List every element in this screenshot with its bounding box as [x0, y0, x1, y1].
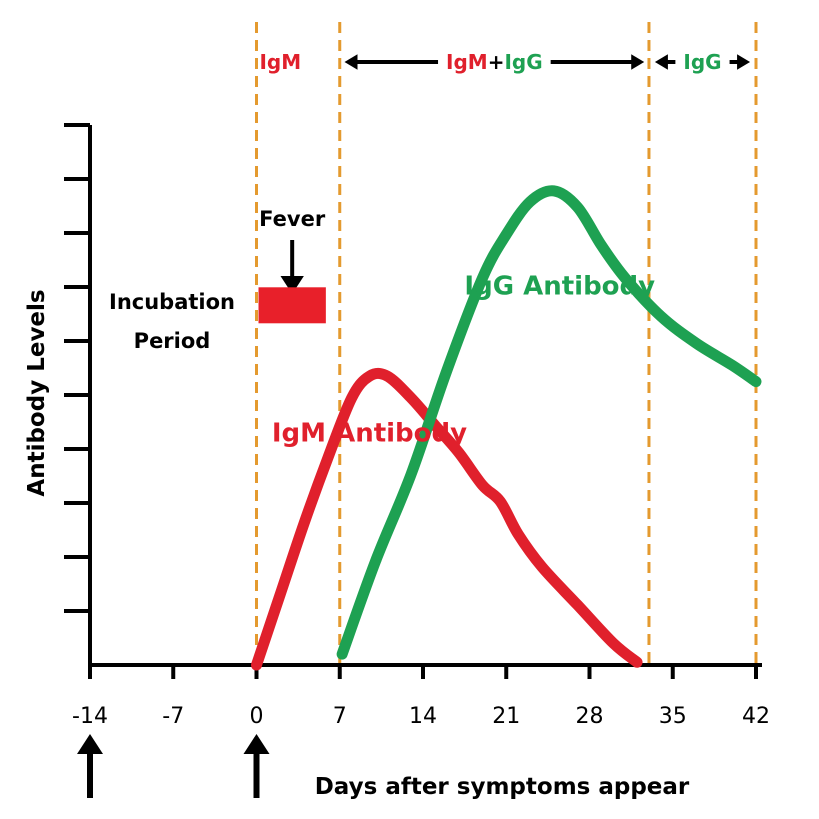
fever-label: Fever — [259, 207, 326, 231]
phase-label: IgM — [259, 50, 301, 74]
phase-label-part: I — [683, 50, 690, 74]
x-tick-label: 42 — [742, 704, 770, 729]
igg-antibody-curve — [336, 185, 762, 660]
x-tick-label: -7 — [162, 704, 184, 729]
phase-labels: IgM IgM+IgG IgG — [259, 50, 751, 74]
y-axis-title: Antibody Levels — [24, 289, 50, 496]
incubation-label: Period — [134, 329, 211, 353]
phase-label-part: I — [504, 50, 511, 74]
phase-label-part: gM — [453, 50, 487, 74]
igm-antibody-curve — [251, 367, 643, 671]
phase-label-part: + — [488, 50, 505, 74]
series — [251, 185, 762, 671]
annotations: Fever Incubation Period — [77, 207, 326, 798]
x-tick-label: -14 — [72, 704, 108, 729]
x-axis-title: Days after symptoms appear — [315, 774, 690, 800]
axes: -14 -7 0 7 14 21 28 35 42 Days after symptoms app… — [24, 123, 770, 800]
up-arrow-icon — [77, 734, 103, 754]
phase-arrow-left-icon — [654, 54, 668, 70]
phase-boundaries — [255, 22, 758, 665]
down-arrow-icon — [280, 276, 304, 294]
x-tick-label: 14 — [409, 704, 437, 729]
phase-arrow-right-icon — [631, 54, 645, 70]
up-arrow-icon — [243, 734, 270, 754]
incubation-label: Incubation — [109, 290, 235, 314]
x-tick-label: 28 — [576, 704, 604, 729]
fever-bar — [258, 287, 326, 324]
x-tick-label: 0 — [250, 704, 264, 729]
phase-arrow-right-icon — [737, 54, 751, 70]
phase-label-part: gG — [512, 50, 543, 74]
phase-arrow-left-icon — [344, 54, 358, 70]
x-tick-label: 35 — [659, 704, 687, 729]
igm-antibody-label: IgM Antibody — [272, 419, 467, 449]
phase-label-part: I — [259, 50, 266, 74]
x-tick-label: 21 — [492, 704, 520, 729]
series-labels: IgM Antibody IgG Antibody — [272, 271, 655, 448]
x-tick-label: 7 — [333, 704, 347, 729]
phase-label: IgM+IgG — [446, 50, 543, 74]
phase-label-part: gM — [267, 50, 301, 74]
igg-antibody-label: IgG Antibody — [464, 271, 655, 301]
phase-label: IgG — [683, 50, 721, 74]
phase-label-part: I — [446, 50, 453, 74]
phase-label-part: gG — [691, 50, 722, 74]
